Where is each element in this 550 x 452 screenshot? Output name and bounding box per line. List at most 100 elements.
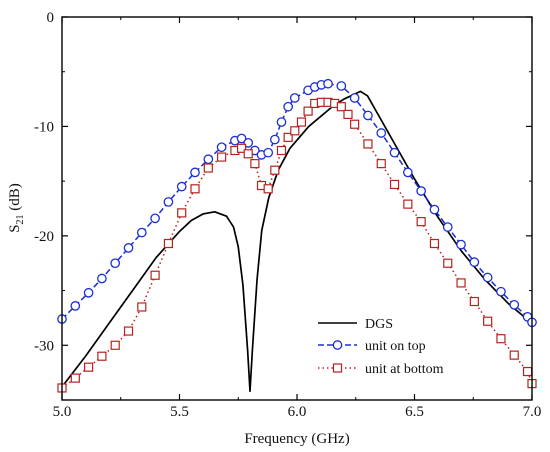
data-point-unit-on-top — [456, 239, 466, 250]
data-point-unit-on-top — [289, 93, 300, 103]
data-point-unit-on-top — [150, 213, 160, 224]
data-point-unit-at-bottom — [203, 163, 213, 173]
data-point-unit-at-bottom — [522, 366, 533, 377]
legend-entry-unit-at-bottom: unit at bottom — [318, 362, 444, 377]
data-point-unit-on-top — [283, 101, 293, 112]
data-point-unit-at-bottom — [110, 340, 120, 350]
data-point-unit-at-bottom — [303, 106, 313, 116]
data-point-unit-at-bottom — [84, 362, 94, 372]
series-line-dgs — [61, 90, 533, 393]
x-tick-label: 6.0 — [288, 404, 307, 420]
data-point-unit-on-top — [110, 258, 121, 269]
data-point-unit-at-bottom — [190, 184, 200, 194]
data-point-unit-at-bottom — [456, 278, 466, 288]
legend-entry-unit-on-top: unit on top — [318, 339, 426, 354]
series-layer — [57, 78, 537, 393]
data-point-unit-at-bottom — [509, 350, 519, 360]
data-point-unit-at-bottom — [376, 159, 386, 169]
data-point-unit-on-top — [509, 299, 520, 310]
y-tick-label: -20 — [34, 229, 54, 245]
data-point-unit-at-bottom — [236, 143, 247, 153]
data-point-unit-on-top — [70, 301, 81, 311]
legend: DGS unit on top unit at bottom — [318, 317, 444, 377]
data-point-unit-at-bottom — [416, 217, 426, 227]
data-point-unit-at-bottom — [163, 238, 174, 249]
data-point-unit-at-bottom — [177, 208, 187, 218]
data-point-unit-at-bottom — [270, 165, 280, 175]
data-point-unit-on-top — [216, 142, 227, 153]
data-point-unit-at-bottom — [290, 126, 300, 136]
legend-marker-unit-on-top — [332, 340, 343, 350]
data-point-unit-on-top — [190, 167, 200, 178]
data-point-unit-at-bottom — [150, 270, 160, 280]
legend-label-unit-at-bottom: unit at bottom — [365, 362, 444, 377]
data-point-unit-at-bottom — [343, 109, 353, 119]
data-point-unit-at-bottom — [496, 334, 506, 344]
data-point-unit-on-top — [416, 186, 427, 196]
data-point-unit-at-bottom — [137, 302, 147, 312]
data-point-unit-on-top — [83, 287, 94, 298]
y-tick-label: -10 — [34, 119, 54, 135]
data-point-unit-at-bottom — [70, 373, 80, 383]
data-point-unit-on-top — [97, 273, 107, 284]
data-point-unit-at-bottom — [283, 132, 293, 142]
data-point-unit-at-bottom — [296, 117, 307, 127]
x-tick-label: 5.0 — [53, 404, 72, 420]
data-point-unit-at-bottom — [429, 238, 440, 249]
data-point-unit-at-bottom — [443, 258, 453, 268]
legend-label-unit-on-top: unit on top — [365, 339, 426, 354]
data-point-unit-on-top — [363, 110, 373, 121]
plot-frame — [61, 16, 533, 401]
series-line-unit-at-bottom — [61, 101, 533, 389]
data-point-unit-on-top — [496, 286, 506, 297]
data-point-unit-at-bottom — [403, 199, 413, 209]
data-point-unit-on-top — [123, 243, 134, 253]
data-point-unit-on-top — [176, 181, 187, 192]
legend-entry-dgs: DGS — [318, 317, 393, 332]
data-point-unit-at-bottom — [97, 351, 107, 361]
data-point-unit-at-bottom — [389, 179, 400, 190]
y-tick-label: -30 — [34, 338, 54, 354]
data-point-unit-at-bottom — [469, 296, 479, 307]
data-point-unit-on-top — [429, 204, 440, 215]
data-point-unit-on-top — [442, 222, 453, 232]
tick-layer: 5.0 5.5 6.0 6.5 7.0 0 -10 -20 -30 — [34, 10, 541, 420]
data-point-unit-on-top — [276, 117, 287, 127]
data-point-unit-at-bottom — [336, 102, 346, 112]
data-point-unit-on-top — [482, 272, 493, 283]
data-point-unit-on-top — [203, 154, 214, 165]
data-point-unit-on-top — [376, 128, 387, 138]
y-tick-label: 0 — [47, 10, 55, 26]
y-axis-title-main: S — [7, 224, 23, 232]
data-point-unit-at-bottom — [243, 149, 253, 159]
legend-label-dgs: DGS — [365, 317, 393, 332]
data-point-unit-at-bottom — [350, 119, 360, 129]
data-point-unit-on-top — [323, 78, 333, 89]
y-axis-title-unit: (dB) — [7, 183, 23, 214]
y-axis-title-subscript: 21 — [15, 214, 26, 224]
data-point-unit-at-bottom — [483, 316, 493, 326]
data-point-unit-on-top — [263, 147, 274, 158]
data-point-unit-at-bottom — [263, 184, 273, 194]
data-point-unit-on-top — [349, 93, 360, 103]
data-point-unit-on-top — [402, 167, 413, 178]
data-point-unit-on-top — [236, 133, 247, 144]
data-point-unit-at-bottom — [123, 326, 134, 336]
y-axis-title: S21 (dB) — [7, 183, 26, 233]
legend-marker-unit-at-bottom — [332, 363, 343, 373]
data-point-unit-on-top — [136, 227, 147, 238]
x-tick-label: 7.0 — [523, 404, 542, 420]
data-point-unit-at-bottom — [276, 145, 287, 156]
data-point-unit-at-bottom — [250, 159, 260, 169]
data-point-unit-on-top — [469, 257, 480, 267]
data-point-unit-on-top — [336, 81, 347, 91]
x-axis-title: Frequency (GHz) — [244, 431, 349, 447]
data-point-unit-at-bottom — [363, 139, 373, 149]
x-tick-label: 6.5 — [405, 404, 424, 420]
data-point-unit-at-bottom — [217, 152, 227, 162]
data-point-unit-on-top — [269, 134, 280, 145]
data-point-unit-on-top — [163, 197, 174, 207]
x-tick-label: 5.5 — [170, 404, 189, 420]
